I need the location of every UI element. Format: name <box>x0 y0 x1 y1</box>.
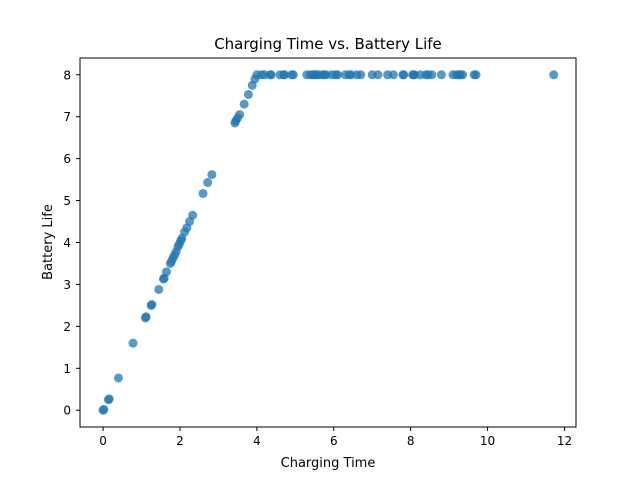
y-tick-label: 8 <box>63 68 71 82</box>
data-point <box>162 267 172 277</box>
x-axis-ticks: 0 2 4 6 8 10 12 <box>99 427 572 448</box>
data-point <box>99 404 109 414</box>
data-point <box>188 210 198 220</box>
data-point <box>104 394 114 404</box>
data-point <box>427 70 437 80</box>
y-tick-label: 7 <box>63 110 71 124</box>
data-point <box>154 284 164 294</box>
x-tick-label: 6 <box>330 434 338 448</box>
data-point <box>266 70 276 80</box>
y-tick-label: 0 <box>63 404 71 418</box>
data-point <box>243 89 253 99</box>
data-point <box>333 70 343 80</box>
y-tick-label: 5 <box>63 194 71 208</box>
y-tick-label: 6 <box>63 152 71 166</box>
x-axis-label: Charging Time <box>281 456 376 471</box>
data-point <box>239 99 249 109</box>
data-point <box>141 312 151 322</box>
x-tick-label: 12 <box>557 434 572 448</box>
y-tick-label: 2 <box>63 320 71 334</box>
y-tick-label: 4 <box>63 236 71 250</box>
x-tick-label: 10 <box>480 434 495 448</box>
data-points <box>98 70 559 415</box>
x-tick-label: 2 <box>176 434 184 448</box>
data-point <box>113 373 123 383</box>
data-point <box>388 70 398 80</box>
data-point <box>373 70 383 80</box>
y-axis-label: Battery Life <box>41 204 56 280</box>
data-point <box>458 70 468 80</box>
data-point <box>471 70 481 80</box>
y-axis-ticks: 0 1 2 3 4 5 6 7 8 <box>63 68 80 418</box>
data-point <box>207 170 217 180</box>
x-tick-label: 0 <box>99 434 107 448</box>
x-tick-label: 4 <box>253 434 261 448</box>
plot-area-frame <box>79 57 577 428</box>
x-tick-label: 8 <box>407 434 415 448</box>
data-point <box>549 70 559 80</box>
data-point <box>288 70 298 80</box>
data-point <box>436 70 446 80</box>
data-point <box>235 110 245 120</box>
data-point <box>128 338 138 348</box>
chart-title: Charging Time vs. Battery Life <box>214 35 442 53</box>
y-tick-label: 1 <box>63 362 71 376</box>
data-point <box>147 300 157 310</box>
y-tick-label: 3 <box>63 278 71 292</box>
data-point <box>203 178 213 188</box>
data-point <box>280 70 290 80</box>
data-point <box>356 70 366 80</box>
data-point <box>198 188 208 198</box>
data-point <box>399 70 409 80</box>
